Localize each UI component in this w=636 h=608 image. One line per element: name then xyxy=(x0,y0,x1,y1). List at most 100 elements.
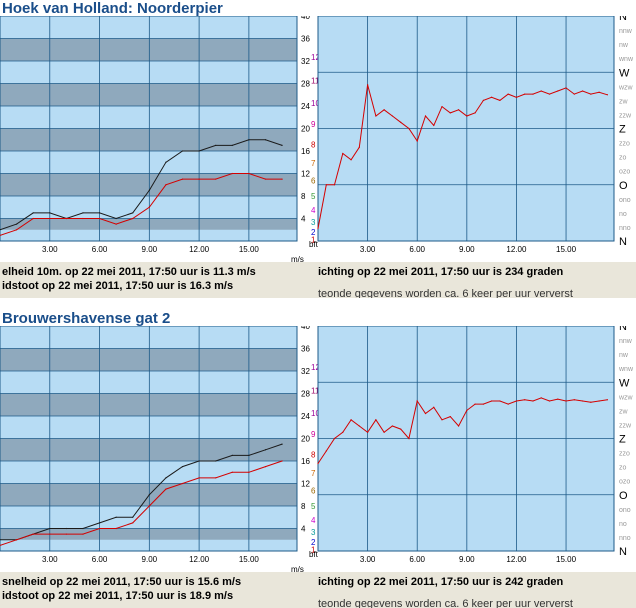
direction-data-point xyxy=(375,419,377,421)
speed-data-point xyxy=(198,150,200,152)
x-tick-label: 9.00 xyxy=(142,555,158,564)
wind-direction-text: ichting op 22 mei 2011, 17:50 uur is 234… xyxy=(318,266,564,278)
bft-tick-label: 2 xyxy=(311,228,316,237)
speed-data-point xyxy=(132,522,134,524)
speed-data-point xyxy=(181,466,184,468)
speed-data-point xyxy=(248,454,250,456)
direction-data-point xyxy=(457,109,460,111)
speed-data-point xyxy=(32,212,34,214)
direction-tick-label: zzw xyxy=(619,422,632,429)
wind-speed-text: snelheid op 22 mei 2011, 17:50 uur is 15… xyxy=(2,576,242,588)
direction-data-point xyxy=(424,115,427,117)
direction-data-point xyxy=(317,227,319,230)
speed-data-point xyxy=(132,516,134,518)
speed-data-point xyxy=(32,217,34,220)
direction-data-point xyxy=(573,399,575,401)
station-1-info: elheid 10m. op 22 mei 2011, 17:50 uur is… xyxy=(0,262,636,298)
direction-data-point xyxy=(466,115,468,117)
x-tick-label: 6.00 xyxy=(92,555,108,564)
direction-tick-label: no xyxy=(619,211,627,218)
speed-data-point xyxy=(148,505,150,507)
direction-data-point xyxy=(383,109,385,111)
direction-tick-label: ozo xyxy=(619,169,630,176)
speed-data-point xyxy=(49,217,51,220)
direction-tick-label: zzo xyxy=(619,451,630,458)
direction-data-point xyxy=(466,409,468,411)
direction-data-point xyxy=(408,437,410,440)
speed-data-point xyxy=(198,460,200,462)
speed-data-point xyxy=(65,217,67,220)
direction-data-point xyxy=(433,124,435,126)
direction-data-point xyxy=(532,93,534,95)
speed-data-point xyxy=(49,527,51,530)
x-tick-label: 3.00 xyxy=(360,555,376,564)
speed-data-point xyxy=(165,477,167,479)
speed-data-point xyxy=(15,539,18,541)
direction-data-point xyxy=(565,87,567,89)
direction-tick-label: wnw xyxy=(618,56,634,63)
bft-tick-label: 3 xyxy=(311,528,316,537)
speed-data-point xyxy=(231,144,233,146)
direction-tick-label: N xyxy=(619,236,627,248)
speed-data-point xyxy=(115,516,117,518)
refresh-note: teonde gegevens worden ca. 6 keer per uu… xyxy=(318,598,573,608)
direction-tick-label: nno xyxy=(619,535,631,542)
direction-data-point xyxy=(540,397,542,399)
speed-band-3 xyxy=(0,393,297,416)
y-tick-label: 4 xyxy=(301,525,306,534)
direction-data-point xyxy=(482,99,484,101)
direction-tick-label: nnw xyxy=(619,28,633,35)
bft-tick-label: 4 xyxy=(311,516,316,525)
direction-data-point xyxy=(358,146,360,148)
speed-data-point xyxy=(98,522,101,524)
direction-tick-label: N xyxy=(619,16,627,23)
bft-tick-label: 12 xyxy=(311,53,320,62)
speed-data-point xyxy=(115,223,117,225)
speed-data-point xyxy=(281,460,283,462)
direction-data-point xyxy=(524,399,526,401)
direction-tick-label: zzo xyxy=(619,141,630,148)
direction-tick-label: nnw xyxy=(619,338,633,345)
x-tick-label: 6.00 xyxy=(409,555,425,564)
x-tick-label: 15.00 xyxy=(556,555,577,564)
direction-data-point xyxy=(416,400,418,402)
station-title-2: Brouwershavense gat 2 xyxy=(2,310,171,327)
x-tick-label: 15.00 xyxy=(239,555,260,564)
direction-data-point xyxy=(424,412,427,415)
direction-data-point xyxy=(350,159,352,161)
wind-speed-text: elheid 10m. op 22 mei 2011, 17:50 uur is… xyxy=(2,266,256,278)
speed-band-0 xyxy=(0,218,297,230)
direction-tick-label: zo xyxy=(619,155,627,162)
direction-series-line-0 xyxy=(317,84,608,229)
y-tick-label: 28 xyxy=(301,80,310,89)
y-tick-label: 40 xyxy=(301,16,310,21)
direction-tick-label: N xyxy=(619,326,627,333)
direction-tick-label: zw xyxy=(619,408,629,415)
direction-data-point xyxy=(491,96,493,98)
direction-data-point xyxy=(441,106,443,108)
speed-data-point xyxy=(231,454,233,456)
direction-data-point xyxy=(474,112,476,114)
y-tick-label: 28 xyxy=(301,390,310,399)
direction-data-point xyxy=(590,93,592,95)
speed-series-line-1 xyxy=(0,460,283,546)
bft-tick-label: 9 xyxy=(311,120,316,129)
bft-tick-label: 8 xyxy=(311,140,316,149)
speed-data-point xyxy=(198,178,200,180)
x-tick-label: 15.00 xyxy=(556,245,577,254)
direction-data-point xyxy=(400,121,402,123)
direction-tick-label: wzw xyxy=(618,394,634,401)
direction-data-point xyxy=(449,112,451,114)
y-unit-label: m/s xyxy=(291,255,304,264)
bft-tick-label: 8 xyxy=(311,450,316,459)
speed-data-point xyxy=(181,178,184,180)
speed-data-point xyxy=(115,527,117,530)
direction-data-point xyxy=(441,419,443,421)
speed-data-point xyxy=(82,533,84,535)
speed-band-0 xyxy=(0,528,297,540)
speed-data-point xyxy=(264,139,267,141)
speed-data-point xyxy=(115,217,117,220)
direction-data-point xyxy=(540,90,542,92)
direction-tick-label: Z xyxy=(619,434,626,446)
x-tick-label: 12.00 xyxy=(189,555,210,564)
